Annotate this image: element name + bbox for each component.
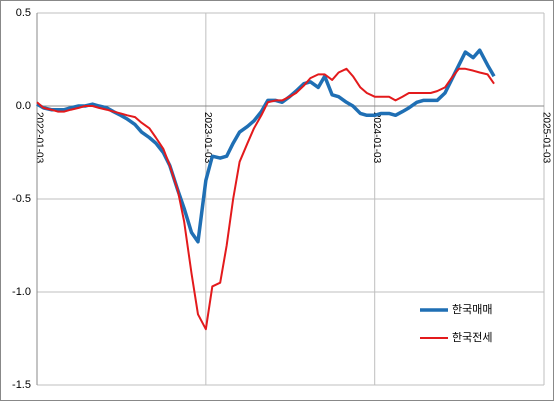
legend-label: 한국전세 [452, 331, 492, 344]
y-tick-label: -1.0 [12, 286, 31, 298]
x-tick-label: 2022-01-03 [33, 112, 44, 164]
y-tick-label: 0.0 [16, 100, 31, 112]
y-tick-label: -1.5 [12, 379, 31, 391]
legend-label: 한국매매 [452, 303, 492, 316]
y-tick-label: -0.5 [12, 193, 31, 205]
series-line [36, 67, 495, 331]
x-tick-label: 2023-01-03 [202, 112, 213, 164]
x-tick-label: 2024-01-03 [371, 112, 382, 164]
x-tick-label: 2025-01-03 [540, 112, 551, 164]
y-tick-label: 0.5 [16, 7, 31, 19]
